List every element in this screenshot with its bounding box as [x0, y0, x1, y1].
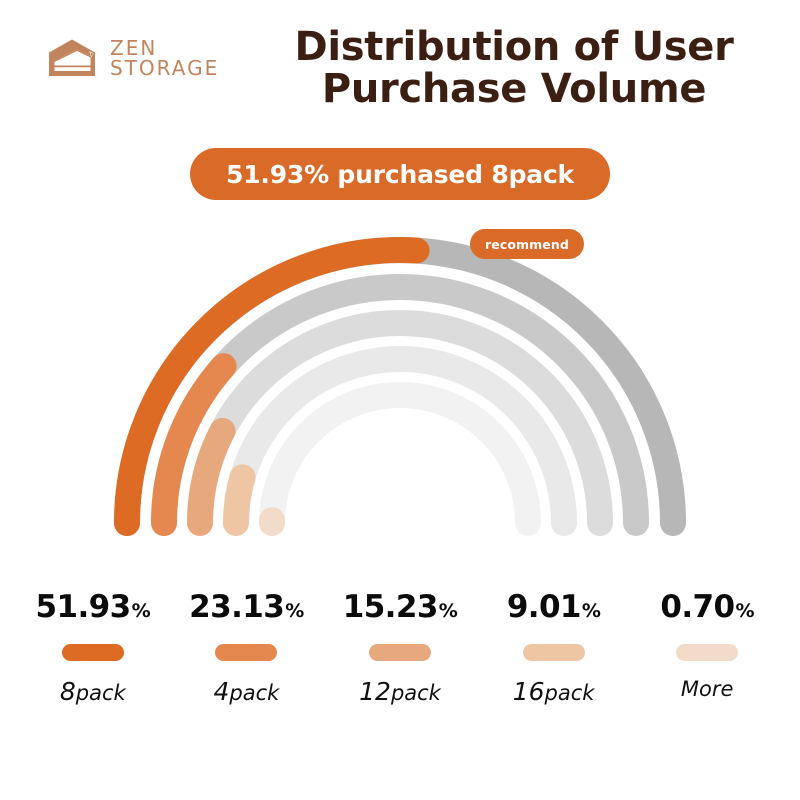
- legend-label-unit: More: [680, 677, 734, 701]
- legend-item[interactable]: 0.70% More: [630, 592, 784, 700]
- legend-percent: 51.93%: [36, 592, 151, 623]
- legend-label: More: [681, 679, 734, 700]
- legend-label-number: 8: [59, 677, 76, 706]
- legend-percent-sign: %: [581, 600, 601, 622]
- legend-color-swatch: [522, 644, 585, 661]
- legend-label: 8 pack: [60, 679, 126, 704]
- brand-word-line2: STORAGE: [110, 56, 220, 80]
- arc-track-16pack: [223, 346, 577, 536]
- legend-percent-sign: %: [285, 600, 304, 622]
- legend-label-unit: pack: [390, 681, 441, 705]
- legend-percent-value: 0.70: [660, 589, 735, 625]
- legend-label-unit: pack: [229, 681, 280, 705]
- legend-percent: 15.23%: [343, 592, 458, 623]
- arc-value-8pack[interactable]: [114, 237, 430, 536]
- brand-wordmark: ZEN STORAGE: [110, 35, 220, 80]
- header: ZEN STORAGE Distribution of User Purchas…: [0, 0, 800, 130]
- legend-percent-value: 15.23: [342, 589, 439, 625]
- legend-percent: 9.01%: [507, 592, 601, 623]
- legend-percent-value: 51.93: [35, 589, 132, 625]
- legend-label: 16 pack: [513, 679, 595, 704]
- arc-track-More: [259, 382, 541, 536]
- page-title: Distribution of User Purchase Volume: [294, 24, 734, 113]
- legend-percent-sign: %: [131, 600, 151, 622]
- legend-color-swatch: [61, 644, 124, 661]
- storage-box-icon: [49, 39, 95, 76]
- legend-percent-sign: %: [438, 600, 458, 622]
- legend-label-unit: pack: [544, 681, 595, 705]
- arc-value-4pack[interactable]: [151, 353, 237, 536]
- legend-color-swatch: [676, 644, 739, 661]
- legend-color-swatch: [368, 644, 431, 661]
- arc-value-12pack[interactable]: [187, 417, 236, 536]
- legend-item[interactable]: 9.01% 16 pack: [477, 592, 631, 705]
- legend-percent: 0.70%: [660, 592, 754, 623]
- legend-color-swatch: [215, 644, 278, 661]
- legend-label-number: 16: [512, 677, 545, 706]
- legend-label-unit: pack: [75, 681, 126, 705]
- radial-gauge-chart: [0, 215, 800, 560]
- legend-label-number: 12: [359, 677, 391, 706]
- arc-value-16pack[interactable]: [223, 464, 256, 536]
- arc-values: [114, 237, 430, 536]
- legend-percent-value: 23.13: [189, 589, 285, 625]
- legend-label: 4 pack: [213, 679, 279, 704]
- recommend-badge: recommend: [470, 229, 584, 259]
- legend-percent-sign: %: [735, 600, 755, 622]
- legend-label: 12 pack: [359, 679, 441, 704]
- legend: 51.93% 8 pack 23.13% 4 pack 15.23% 12 pack 9.01% 1…: [16, 592, 784, 705]
- legend-item[interactable]: 51.93% 8 pack: [16, 592, 170, 705]
- legend-percent-value: 9.01: [506, 589, 582, 625]
- legend-item[interactable]: 15.23% 12 pack: [323, 592, 477, 705]
- brand-logo: ZEN STORAGE: [45, 36, 219, 80]
- legend-item[interactable]: 23.13% 4 pack: [170, 592, 324, 705]
- legend-label-number: 4: [213, 677, 230, 706]
- arc-svg: [114, 237, 686, 536]
- brand-word-line1: ZEN: [110, 35, 158, 60]
- headline-badge: 51.93% purchased 8pack: [190, 148, 610, 200]
- legend-percent: 23.13%: [189, 592, 304, 623]
